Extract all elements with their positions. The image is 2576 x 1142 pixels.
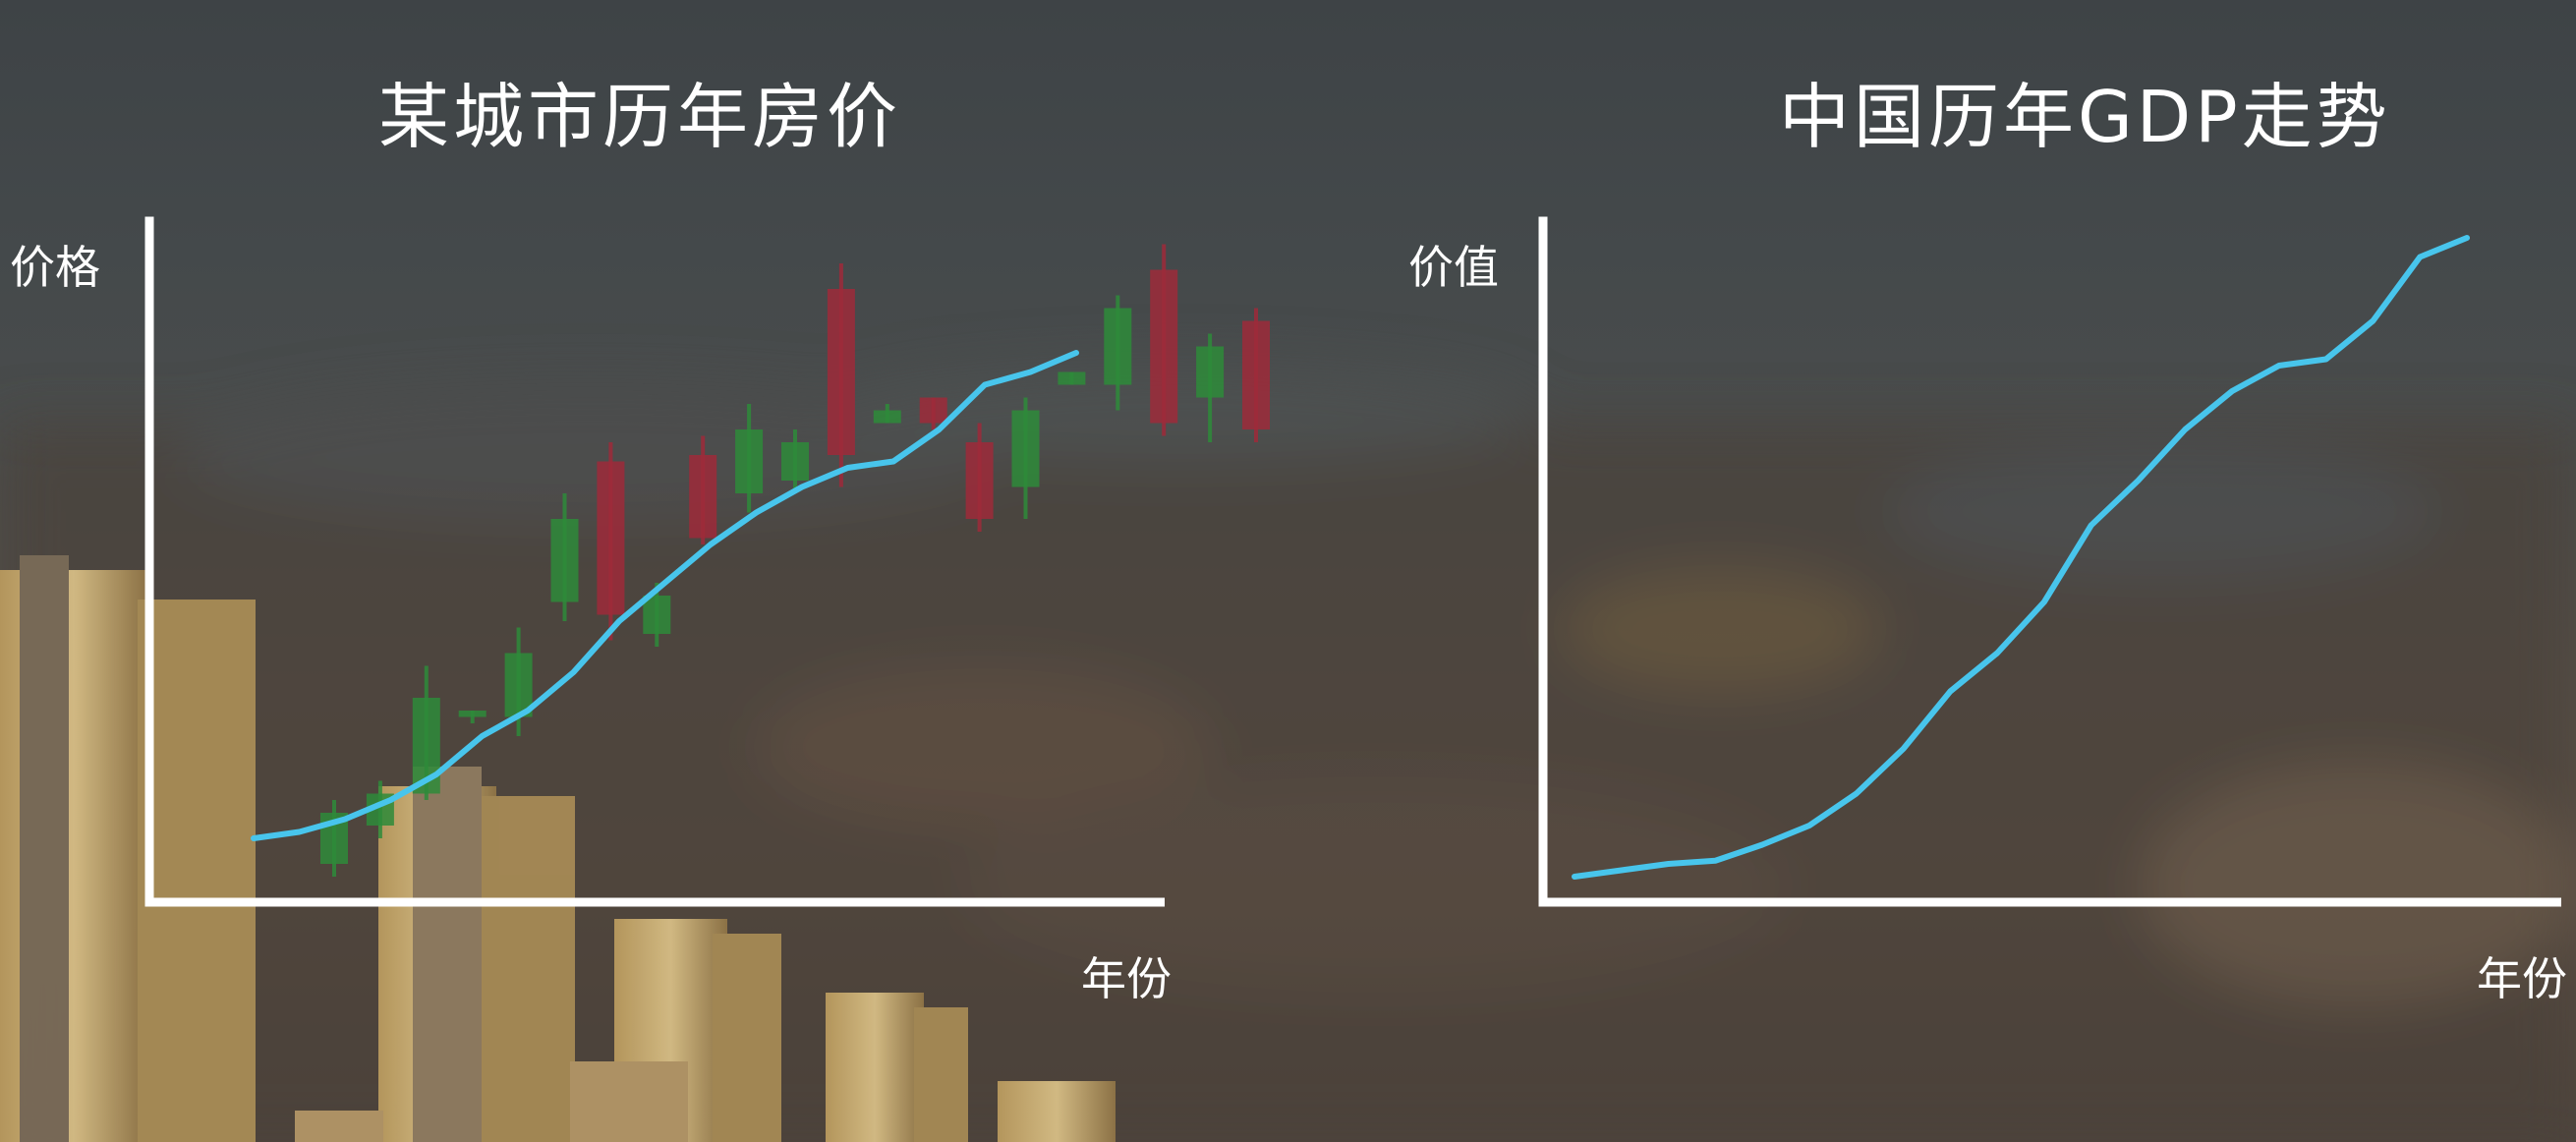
left-y-axis-label: 价格 [10, 241, 100, 294]
candle-body [1242, 320, 1270, 429]
candle-body [504, 653, 533, 717]
candle-body [919, 397, 947, 424]
candle-body [1150, 269, 1178, 424]
candle-body [873, 410, 901, 424]
candle-body [1196, 346, 1225, 398]
candle-body [550, 519, 579, 602]
right-y-axis-label: 价值 [1408, 241, 1499, 294]
price-trend-line [251, 350, 1079, 841]
left-chart-title: 某城市历年房价 [378, 76, 902, 158]
candle-body [781, 442, 809, 481]
gdp-line [1572, 235, 2470, 880]
candle-body [965, 442, 994, 519]
candle-body [735, 429, 764, 493]
candle-body [458, 711, 487, 717]
candle-body [689, 455, 717, 539]
right-x-axis-label: 年份 [2477, 952, 2567, 1005]
candle-body [1058, 371, 1086, 385]
building-cluster [0, 555, 1116, 1142]
candle-body [597, 461, 625, 615]
candle-body [827, 289, 855, 455]
candle-body [643, 596, 671, 634]
candle-body [1104, 308, 1132, 385]
left-x-axis-label: 年份 [1081, 952, 1172, 1005]
right-chart-title: 中国历年GDP走势 [1779, 76, 2391, 158]
candle-body [1011, 410, 1040, 487]
